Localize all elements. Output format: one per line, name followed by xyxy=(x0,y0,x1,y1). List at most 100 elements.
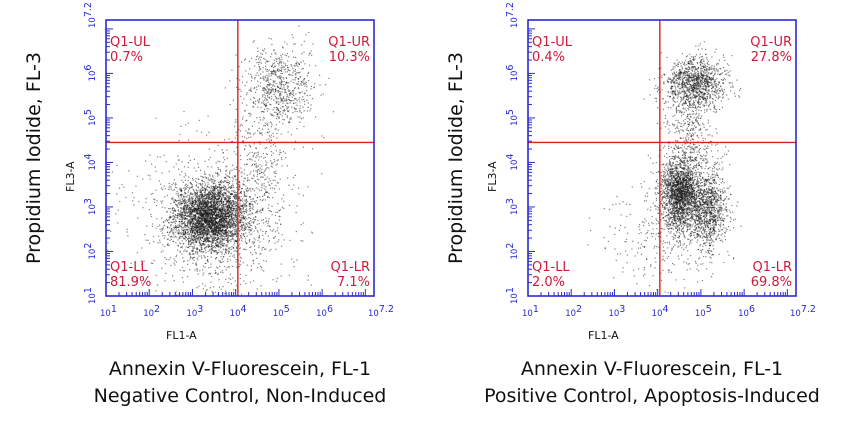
data-point xyxy=(272,70,274,72)
data-point xyxy=(234,201,236,203)
data-point xyxy=(230,223,232,225)
data-point xyxy=(213,212,215,214)
data-point xyxy=(288,56,290,58)
data-point xyxy=(240,210,242,212)
data-point xyxy=(214,150,216,152)
data-point xyxy=(235,249,237,252)
data-point xyxy=(216,239,218,241)
data-point xyxy=(280,223,282,225)
data-point xyxy=(214,222,216,224)
data-point xyxy=(210,193,212,195)
data-point xyxy=(125,196,127,199)
data-point xyxy=(191,196,193,198)
data-point xyxy=(169,236,171,238)
data-point xyxy=(206,239,208,241)
data-point xyxy=(193,158,195,160)
data-point xyxy=(211,237,213,239)
data-point xyxy=(235,226,237,228)
data-point xyxy=(229,170,231,172)
data-point xyxy=(185,211,187,213)
data-point xyxy=(273,158,275,160)
data-point xyxy=(219,204,221,206)
data-point xyxy=(279,95,281,97)
data-point xyxy=(203,209,205,211)
data-point xyxy=(209,216,211,218)
data-point xyxy=(187,221,189,223)
data-point xyxy=(268,184,270,186)
data-point xyxy=(189,159,192,161)
data-point xyxy=(229,246,231,249)
data-point xyxy=(295,56,297,59)
data-point xyxy=(221,253,223,255)
data-point xyxy=(208,195,210,197)
data-point xyxy=(299,111,301,113)
data-point xyxy=(179,194,182,196)
data-point xyxy=(199,195,201,197)
data-point xyxy=(266,68,268,70)
data-point xyxy=(277,227,279,229)
data-point xyxy=(222,232,224,234)
data-point xyxy=(228,201,230,203)
data-point xyxy=(282,97,284,99)
data-point xyxy=(155,227,157,229)
data-point xyxy=(177,195,180,197)
data-point xyxy=(204,191,206,193)
data-point xyxy=(229,235,232,237)
data-point xyxy=(225,234,227,236)
data-point xyxy=(221,212,223,215)
data-point xyxy=(214,232,216,234)
data-point xyxy=(180,225,182,227)
data-point xyxy=(206,228,208,230)
data-point xyxy=(173,262,175,264)
data-point xyxy=(300,224,302,226)
data-point xyxy=(178,202,180,204)
data-point xyxy=(170,236,172,238)
data-point xyxy=(142,178,144,180)
data-point xyxy=(172,231,174,233)
data-point xyxy=(181,220,183,222)
data-point xyxy=(232,206,235,208)
data-point xyxy=(213,206,215,208)
data-point xyxy=(205,183,207,185)
data-point xyxy=(195,251,197,253)
data-point xyxy=(201,237,203,239)
data-point xyxy=(288,204,291,206)
data-point xyxy=(218,221,220,223)
data-point xyxy=(235,216,237,218)
data-point xyxy=(185,207,187,209)
data-point xyxy=(205,208,207,210)
data-point xyxy=(233,208,235,211)
data-point xyxy=(188,210,190,212)
data-point xyxy=(226,225,228,227)
data-point xyxy=(294,69,296,71)
data-point xyxy=(281,66,283,68)
data-point xyxy=(184,238,186,240)
data-point xyxy=(196,204,198,206)
data-point xyxy=(194,194,196,196)
data-point xyxy=(179,214,181,216)
data-point xyxy=(277,108,279,110)
data-point xyxy=(192,225,194,227)
data-point xyxy=(203,234,205,236)
data-point xyxy=(156,284,159,286)
data-point xyxy=(214,182,216,184)
data-point xyxy=(222,216,224,218)
data-point xyxy=(209,194,211,196)
data-point xyxy=(286,94,288,96)
data-point xyxy=(184,184,186,186)
data-point xyxy=(202,201,204,203)
data-point xyxy=(184,229,186,231)
data-point xyxy=(224,217,226,219)
data-point xyxy=(286,43,288,45)
data-point xyxy=(161,232,163,234)
data-point xyxy=(227,281,229,284)
data-point xyxy=(231,213,233,215)
data-point xyxy=(188,241,190,243)
data-point xyxy=(189,229,191,231)
data-point xyxy=(297,65,299,68)
data-point xyxy=(298,72,300,74)
data-point xyxy=(222,213,224,215)
data-point xyxy=(211,188,214,190)
data-point xyxy=(203,232,205,234)
data-point xyxy=(287,67,289,69)
